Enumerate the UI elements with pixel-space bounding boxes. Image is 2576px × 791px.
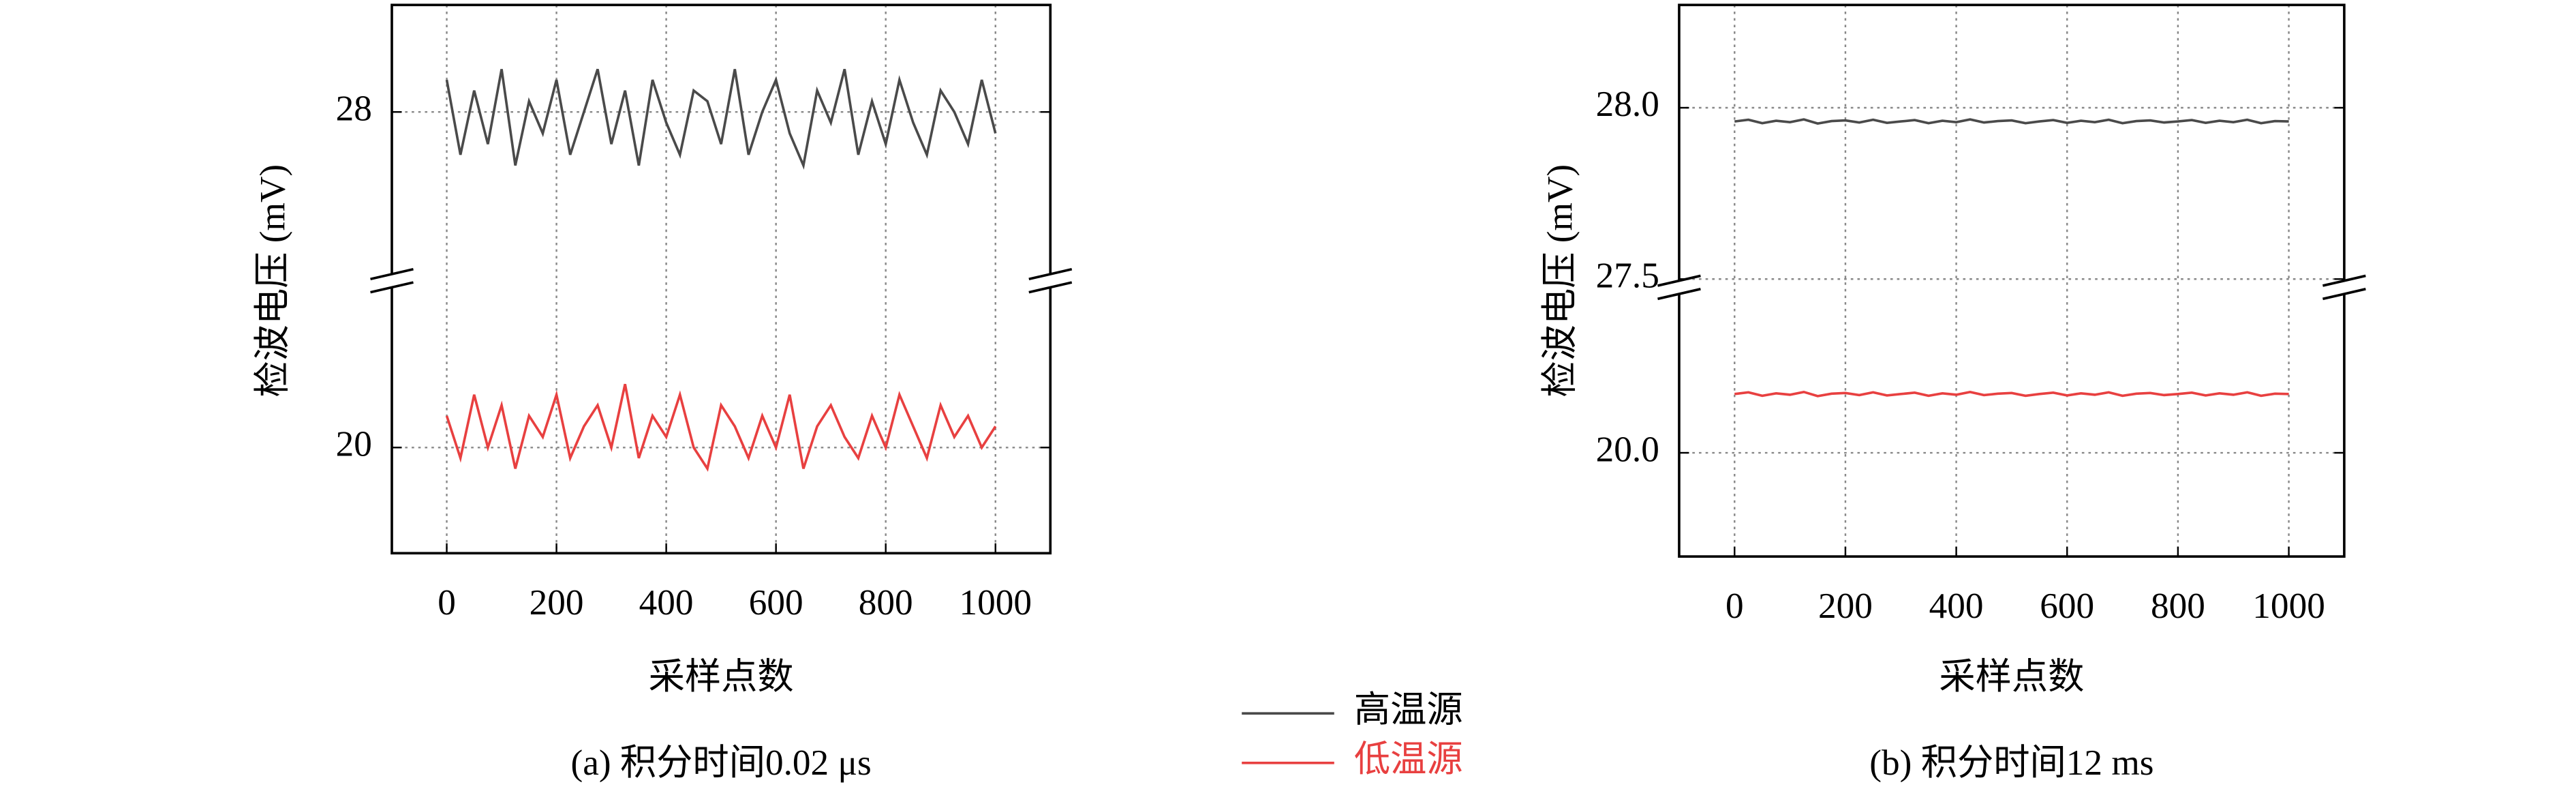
y-tick-label: 28 <box>336 88 372 128</box>
axis-break <box>370 281 414 294</box>
y-tick-label: 28.0 <box>1596 84 1659 124</box>
series-line <box>445 68 997 170</box>
x-tick-label: 1000 <box>959 582 1032 623</box>
y-tick-label: 20 <box>336 424 372 464</box>
axis-break <box>1028 281 1073 294</box>
x-axis-label: 采样点数 <box>649 657 794 697</box>
legend-label: 低温源 <box>1354 739 1463 779</box>
y-tick-label: 20.0 <box>1596 429 1659 469</box>
plot-frame <box>1678 3 2346 558</box>
legend-label: 高温源 <box>1354 689 1463 730</box>
x-tick-label: 600 <box>2040 586 2094 626</box>
x-tick-label: 400 <box>1929 586 1984 626</box>
y-axis-label: 检波电压 (mV) <box>1540 164 1580 398</box>
y-axis-label: 检波电压 (mV) <box>253 164 293 398</box>
axis-break-gap <box>2339 280 2350 295</box>
y-tick-label: 27.5 <box>1596 255 1659 295</box>
plot-frame <box>390 3 1052 555</box>
axis-break <box>2322 274 2366 287</box>
x-tick-label: 400 <box>639 582 694 623</box>
x-tick-label: 0 <box>1726 586 1744 626</box>
axis-break <box>2322 288 2366 301</box>
series-line <box>445 383 997 472</box>
axis-break <box>1657 288 1701 301</box>
x-tick-label: 800 <box>859 582 913 623</box>
series-line <box>1734 390 2289 398</box>
axis-break-gap <box>1674 280 1685 295</box>
axis-break-gap <box>386 274 397 288</box>
axis-break <box>1028 267 1073 281</box>
axis-break <box>370 267 414 281</box>
series-line <box>1734 118 2289 125</box>
x-tick-label: 200 <box>1818 586 1873 626</box>
x-tick-label: 800 <box>2151 586 2205 626</box>
axis-break <box>1657 274 1701 287</box>
x-tick-label: 1000 <box>2252 586 2325 626</box>
x-tick-label: 0 <box>438 582 456 623</box>
caption: (a) 积分时间0.02 μs <box>570 743 871 783</box>
axis-break-gap <box>1045 274 1056 288</box>
x-axis-label: 采样点数 <box>1939 657 2084 697</box>
caption: (b) 积分时间12 ms <box>1869 743 2153 783</box>
x-tick-label: 600 <box>749 582 803 623</box>
x-tick-label: 200 <box>530 582 584 623</box>
